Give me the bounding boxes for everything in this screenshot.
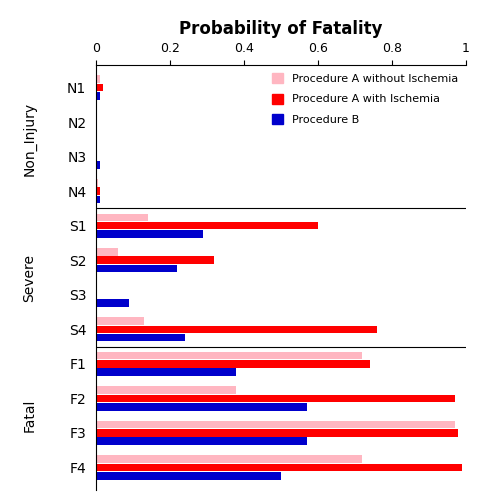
Bar	[96, 188, 100, 195]
Bar	[96, 214, 148, 221]
Bar	[96, 334, 185, 342]
Bar	[96, 429, 458, 437]
Text: Non_Injury: Non_Injury	[23, 102, 36, 176]
Bar	[96, 84, 103, 92]
Legend: Procedure A without Ischemia, Procedure A with Ischemia, Procedure B: Procedure A without Ischemia, Procedure …	[269, 70, 460, 128]
Bar	[96, 264, 177, 272]
Bar	[96, 394, 455, 402]
Bar	[96, 403, 307, 410]
Text: Severe: Severe	[23, 254, 36, 302]
Bar	[96, 196, 100, 203]
Bar	[96, 248, 118, 256]
Bar	[96, 230, 203, 238]
Bar	[96, 76, 100, 83]
Bar	[96, 456, 362, 463]
Bar	[96, 368, 237, 376]
Bar	[96, 179, 98, 186]
Bar	[96, 421, 455, 428]
Bar	[96, 386, 237, 394]
Bar	[96, 300, 129, 307]
Bar	[96, 222, 318, 230]
Bar	[96, 438, 307, 445]
Bar	[96, 161, 100, 168]
Bar	[96, 326, 377, 333]
Text: Fatal: Fatal	[23, 399, 36, 432]
Bar	[96, 317, 144, 325]
Bar	[96, 352, 362, 360]
Bar	[96, 256, 214, 264]
Bar	[96, 360, 370, 368]
Bar	[96, 464, 462, 471]
Bar	[96, 92, 100, 100]
X-axis label: Probability of Fatality: Probability of Fatality	[179, 20, 383, 38]
Bar	[96, 472, 281, 480]
